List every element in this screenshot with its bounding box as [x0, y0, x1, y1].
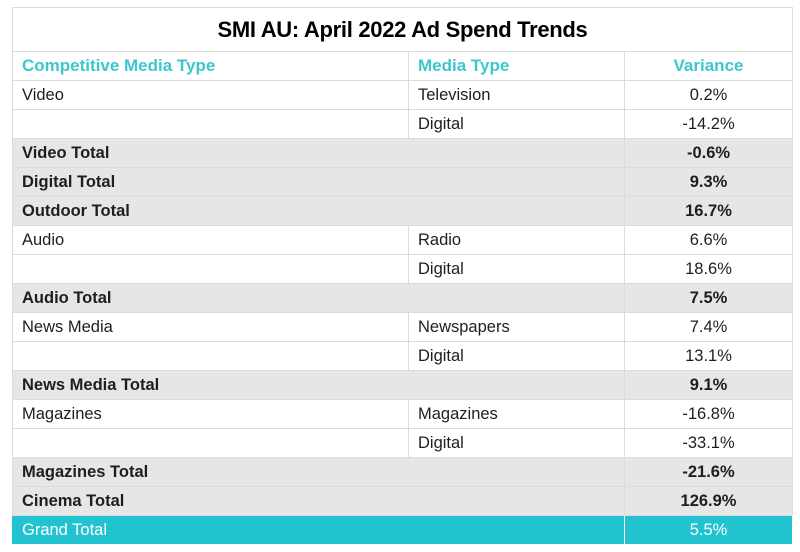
variance-cell: 7.5% [623, 283, 794, 313]
variance-cell: 7.4% [623, 312, 794, 342]
variance-cell: 18.6% [623, 254, 794, 284]
competitive-media-type-cell: News Media [12, 312, 409, 342]
variance-cell: -16.8% [623, 399, 794, 429]
total-row: Video Total -0.6% [12, 138, 794, 168]
total-label: Cinema Total [12, 486, 625, 516]
media-type-cell: Digital [408, 428, 625, 458]
variance-cell: -0.6% [623, 138, 794, 168]
table-row: Digital -14.2% [12, 109, 794, 139]
table-row: Magazines Magazines -16.8% [12, 399, 794, 429]
competitive-media-type-cell [12, 109, 409, 139]
competitive-media-type-cell [12, 341, 409, 371]
variance-cell: -33.1% [623, 428, 794, 458]
title-row: SMI AU: April 2022 Ad Spend Trends [11, 7, 794, 52]
variance-cell: 6.6% [623, 225, 794, 255]
table-row: News Media Newspapers 7.4% [12, 312, 794, 342]
variance-cell: 13.1% [623, 341, 794, 371]
competitive-media-type-cell [12, 428, 409, 458]
table-row: Digital -33.1% [12, 428, 794, 458]
table-row: Audio Radio 6.6% [12, 225, 794, 255]
media-type-cell: Digital [408, 341, 625, 371]
header-row: Competitive Media Type Media Type Varian… [12, 51, 794, 81]
variance-cell: -14.2% [623, 109, 794, 139]
media-type-cell: Digital [408, 109, 625, 139]
media-type-cell: Digital [408, 254, 625, 284]
table-row: Digital 13.1% [12, 341, 794, 371]
variance-cell: 0.2% [623, 80, 794, 110]
grand-total-label: Grand Total [12, 515, 625, 545]
ad-spend-table-container: SMI AU: April 2022 Ad Spend Trends Compe… [11, 7, 794, 545]
total-row: Cinema Total 126.9% [12, 486, 794, 516]
table-title: SMI AU: April 2022 Ad Spend Trends [11, 7, 794, 52]
variance-cell: 9.3% [623, 167, 794, 197]
variance-cell: 9.1% [623, 370, 794, 400]
competitive-media-type-cell: Audio [12, 225, 409, 255]
media-type-cell: Television [408, 80, 625, 110]
table-row: Video Television 0.2% [12, 80, 794, 110]
media-type-cell: Magazines [408, 399, 625, 429]
variance-cell: 16.7% [623, 196, 794, 226]
media-type-cell: Radio [408, 225, 625, 255]
column-header-variance: Variance [623, 51, 794, 81]
table-row: Digital 18.6% [12, 254, 794, 284]
total-row: News Media Total 9.1% [12, 370, 794, 400]
column-header-media-type: Media Type [408, 51, 625, 81]
total-row: Audio Total 7.5% [12, 283, 794, 313]
grand-total-variance: 5.5% [623, 515, 794, 545]
total-label: Digital Total [12, 167, 625, 197]
ad-spend-table: SMI AU: April 2022 Ad Spend Trends Compe… [11, 7, 794, 545]
total-label: Magazines Total [12, 457, 625, 487]
competitive-media-type-cell: Video [12, 80, 409, 110]
grand-total-row: Grand Total 5.5% [12, 515, 794, 545]
total-label: Video Total [12, 138, 625, 168]
column-header-competitive-media-type: Competitive Media Type [12, 51, 409, 81]
total-label: Outdoor Total [12, 196, 625, 226]
total-row: Magazines Total -21.6% [12, 457, 794, 487]
total-label: News Media Total [12, 370, 625, 400]
competitive-media-type-cell [12, 254, 409, 284]
total-label: Audio Total [12, 283, 625, 313]
competitive-media-type-cell: Magazines [12, 399, 409, 429]
media-type-cell: Newspapers [408, 312, 625, 342]
total-row: Outdoor Total 16.7% [12, 196, 794, 226]
variance-cell: -21.6% [623, 457, 794, 487]
total-row: Digital Total 9.3% [12, 167, 794, 197]
variance-cell: 126.9% [623, 486, 794, 516]
